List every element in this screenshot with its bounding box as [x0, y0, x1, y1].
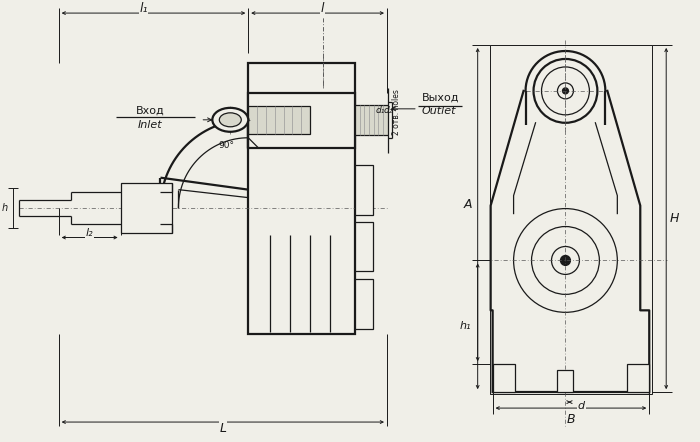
Text: l: l [321, 2, 324, 15]
Text: Inlet: Inlet [138, 120, 163, 130]
Bar [355, 105, 388, 135]
Ellipse shape [219, 113, 241, 127]
Text: L: L [219, 422, 226, 434]
Text: Outlet: Outlet [422, 106, 456, 116]
Text: H: H [669, 212, 679, 225]
Circle shape [514, 209, 617, 312]
Text: h: h [1, 202, 8, 213]
Text: l₂: l₂ [86, 228, 94, 237]
Bar [355, 165, 373, 214]
Bar [489, 45, 652, 394]
Bar [557, 370, 573, 392]
Bar [355, 279, 373, 329]
Circle shape [542, 67, 589, 115]
Bar [120, 183, 172, 232]
Text: d₂: d₂ [384, 106, 393, 115]
Text: 2 отв. holes: 2 отв. holes [393, 89, 401, 135]
Text: d: d [578, 401, 585, 411]
Text: Вход: Вход [136, 106, 165, 116]
Circle shape [563, 88, 568, 94]
Bar [248, 63, 355, 334]
Bar [248, 93, 355, 148]
Bar [248, 106, 310, 134]
Circle shape [552, 247, 580, 274]
Circle shape [533, 59, 597, 123]
Bar [627, 364, 649, 392]
Text: A: A [463, 198, 472, 211]
Circle shape [531, 227, 599, 294]
Circle shape [561, 255, 570, 266]
Text: 90°: 90° [218, 141, 235, 150]
Bar [493, 364, 514, 392]
Ellipse shape [212, 108, 248, 132]
Text: B: B [566, 412, 575, 426]
Text: Выход: Выход [422, 93, 459, 103]
Bar [355, 221, 373, 271]
Text: d₁: d₁ [376, 106, 385, 115]
Circle shape [557, 83, 573, 99]
Text: h₁: h₁ [460, 321, 472, 332]
Text: l₁: l₁ [139, 2, 148, 15]
